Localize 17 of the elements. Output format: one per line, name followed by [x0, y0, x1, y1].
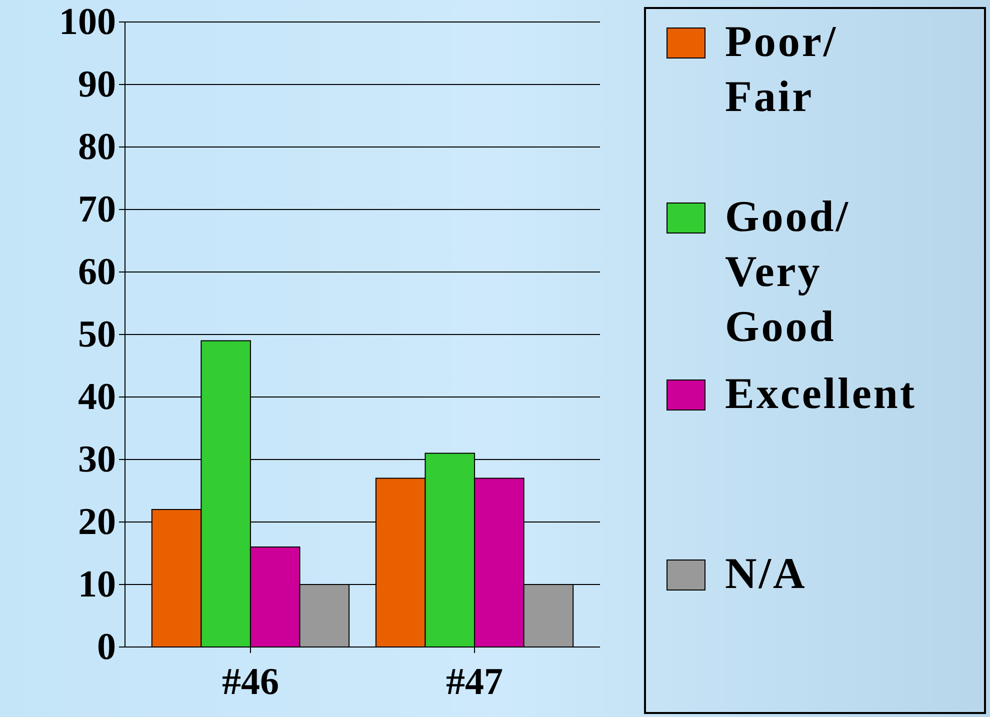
- legend-label: Excellent: [725, 369, 917, 418]
- legend-label: N/A: [725, 549, 807, 598]
- legend-label: Good/Very Good: [725, 192, 850, 351]
- y-tick-label: 70: [78, 188, 116, 231]
- legend-label: Poor/Fair: [725, 17, 838, 121]
- y-tick-label: 0: [97, 626, 116, 668]
- y-tick-label: 40: [78, 376, 116, 418]
- y-tick-label: 90: [78, 64, 116, 106]
- x-tick-label: #46: [222, 661, 279, 703]
- y-tick-label: 50: [78, 314, 116, 356]
- y-tick-label: 60: [78, 251, 116, 294]
- y-tick-label: 100: [59, 1, 116, 44]
- y-tick-label: 20: [78, 501, 116, 544]
- y-tick-label: 10: [78, 564, 116, 606]
- y-tick-label: 30: [78, 438, 116, 481]
- y-tick-label: 80: [78, 126, 116, 168]
- x-tick-label: #47: [446, 661, 504, 703]
